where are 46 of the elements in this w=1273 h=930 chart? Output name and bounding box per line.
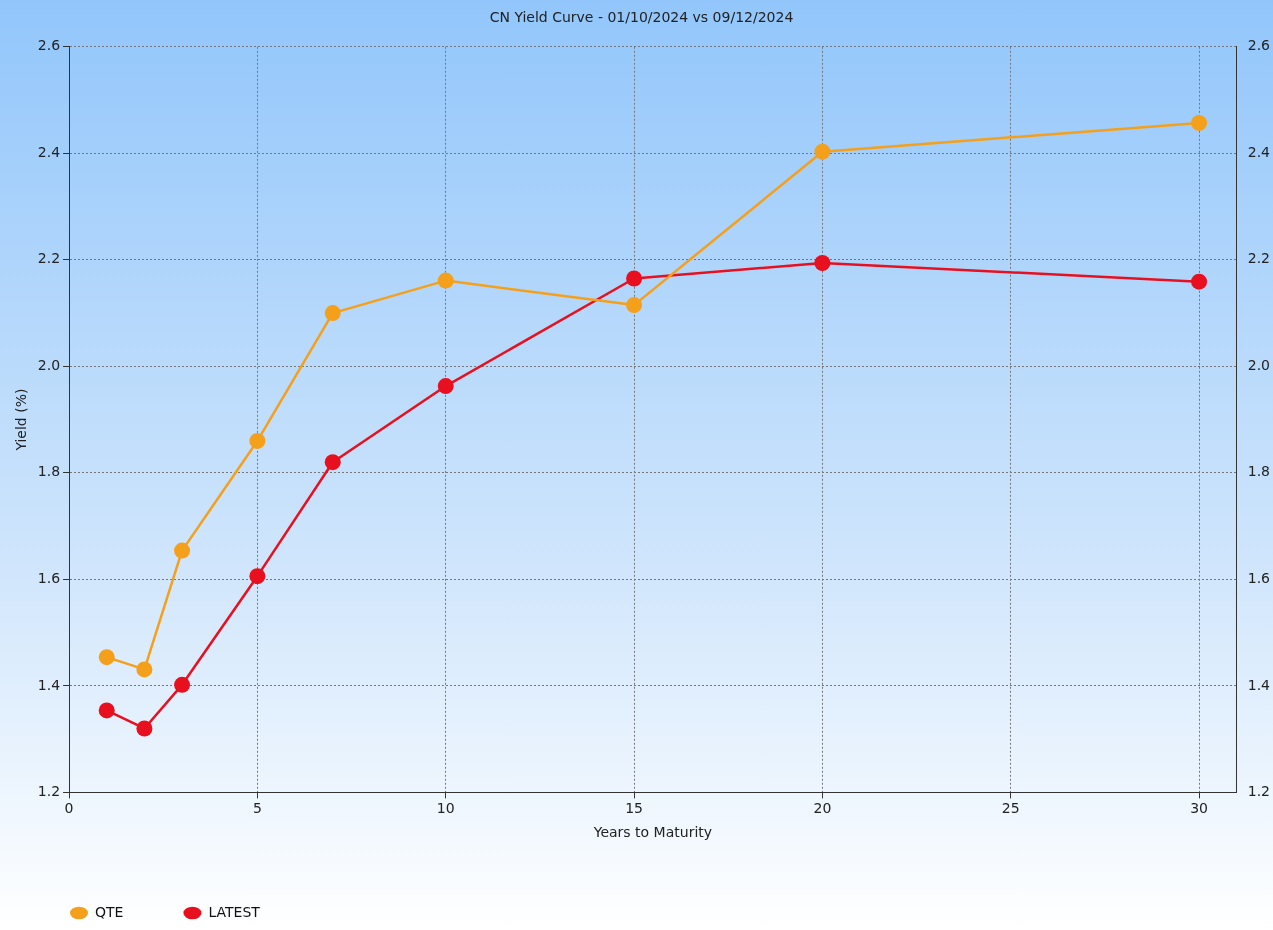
y2-tick-label: 2.2 [1247, 250, 1270, 267]
x-tick-label: 10 [436, 800, 455, 817]
y-tick-label: 2.2 [37, 250, 61, 267]
y-tick-label: 2.4 [37, 143, 61, 160]
point [136, 720, 153, 737]
y-tick-label: 1.6 [37, 570, 61, 587]
x-tick-label: 5 [252, 800, 262, 817]
y2-tick-label: 2.4 [1247, 143, 1271, 160]
point [249, 432, 266, 449]
x-tick-label: 25 [1001, 800, 1020, 817]
x-tick-label: 30 [1190, 800, 1208, 817]
x-tick-label: 0 [64, 800, 74, 817]
y-tick-label: 1.8 [37, 463, 61, 480]
y2-tick-label: 1.4 [1247, 676, 1271, 693]
point [1191, 114, 1208, 131]
chart-title: CN Yield Curve - 01/10/2024 vs 09/12/2024 [489, 9, 794, 26]
point [437, 272, 454, 289]
point [626, 270, 643, 287]
y-tick-label: 1.2 [37, 783, 61, 800]
y-tick-label: 2.6 [37, 37, 61, 54]
point [437, 378, 454, 395]
point [174, 676, 191, 693]
y2-tick-label: 1.6 [1247, 570, 1271, 587]
y-axis-title: Yield (%) [13, 388, 30, 452]
y2-tick-label: 1.2 [1247, 783, 1270, 800]
point [174, 542, 191, 559]
point [136, 661, 153, 678]
x-tick-label: 15 [625, 800, 643, 817]
y-tick-label: 2.0 [37, 356, 61, 373]
point [249, 568, 266, 585]
point [98, 649, 115, 666]
y-tick-label: 1.4 [37, 676, 61, 693]
point [1191, 273, 1208, 290]
point [324, 454, 341, 471]
y2-tick-label: 2.6 [1247, 37, 1271, 54]
x-axis-title: Years to Maturity [592, 824, 713, 841]
point [814, 255, 831, 272]
point [626, 297, 643, 314]
legend-label: LATEST [208, 903, 261, 920]
y2-tick-label: 2.0 [1247, 356, 1270, 373]
legend-label: QTE [95, 903, 124, 920]
point [324, 305, 341, 322]
y2-tick-label: 1.8 [1247, 463, 1270, 480]
point [98, 702, 115, 719]
x-tick-label: 20 [813, 800, 832, 817]
point [814, 143, 831, 160]
